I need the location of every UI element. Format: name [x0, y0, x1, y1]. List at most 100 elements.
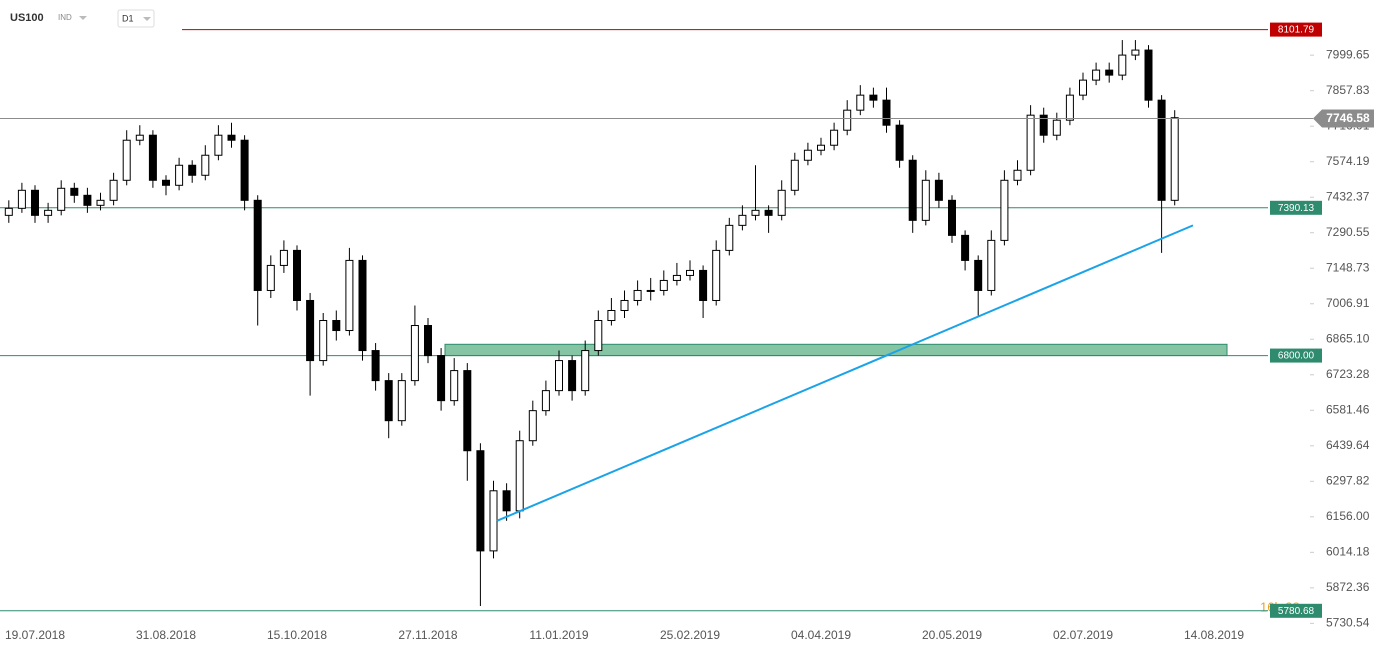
candle-body	[764, 209, 773, 216]
candle-body	[1118, 54, 1127, 76]
y-tick-label: 6723.28	[1326, 367, 1370, 381]
candle-body	[568, 360, 577, 392]
level-label: 8101.79	[1278, 25, 1315, 36]
y-tick-label: 7006.91	[1326, 296, 1370, 310]
candle-body	[358, 259, 367, 352]
y-tick-label: 6156.00	[1326, 509, 1370, 523]
candle-body	[672, 274, 681, 281]
x-tick-label: 11.01.2019	[529, 628, 588, 642]
candle-body	[201, 154, 210, 176]
y-tick-label: 6014.18	[1326, 545, 1370, 559]
level-label-box	[1270, 200, 1322, 215]
candle-body	[790, 159, 799, 191]
candle-body	[541, 390, 550, 412]
candle-body	[175, 164, 184, 186]
candle-body	[240, 139, 249, 201]
candle-body	[659, 279, 668, 291]
candle-body	[961, 234, 970, 261]
level-label: 5780.68	[1278, 606, 1315, 617]
candle-body	[1000, 179, 1009, 241]
x-tick-label: 19.07.2018	[5, 628, 65, 642]
candle-body	[751, 209, 760, 216]
candle-body	[528, 410, 537, 442]
level-label: 6800.00	[1278, 351, 1315, 362]
candle-body	[476, 450, 485, 552]
candle-body	[70, 187, 79, 196]
candle-body	[1105, 69, 1114, 76]
candle-body	[830, 129, 839, 146]
candle-body	[882, 99, 891, 126]
level-label-box	[1270, 22, 1322, 37]
candle-body	[293, 249, 301, 301]
candle-body	[44, 209, 53, 216]
candle-body	[31, 189, 39, 216]
candle-body	[699, 269, 708, 301]
y-tick-label: 6581.46	[1326, 402, 1370, 416]
candle-body	[725, 224, 734, 251]
level-label-box	[1270, 348, 1322, 363]
support-zone	[444, 343, 1228, 357]
y-tick-label: 5730.54	[1326, 616, 1370, 630]
y-tick-label: 7432.37	[1326, 189, 1370, 203]
candle-body	[397, 380, 406, 422]
candle-body	[371, 350, 380, 382]
x-tick-label: 15.10.2018	[267, 628, 327, 642]
candle-body	[869, 94, 878, 101]
candle-body	[463, 370, 472, 452]
y-tick-label: 7999.65	[1326, 47, 1370, 61]
candle-body	[1013, 169, 1022, 181]
candle-body	[227, 134, 236, 141]
candle-body	[306, 299, 315, 362]
candle-body	[345, 259, 354, 332]
candle-body	[253, 199, 262, 291]
candle-body	[162, 179, 170, 186]
x-tick-label: 20.05.2019	[922, 628, 982, 642]
candle-body	[83, 194, 92, 206]
candle-body	[1079, 79, 1087, 96]
symbol: US100	[10, 12, 44, 24]
level-label: 7390.13	[1278, 203, 1315, 214]
candle-body	[424, 325, 432, 357]
dropdown-arrow[interactable]	[143, 17, 151, 21]
y-tick-label: 7574.19	[1326, 154, 1370, 168]
candle-body	[1144, 49, 1153, 101]
candle-body	[489, 490, 498, 552]
y-tick-label: 7857.83	[1326, 83, 1370, 97]
timeframe-select[interactable]	[117, 9, 155, 28]
y-tick-label: 6865.10	[1326, 331, 1370, 345]
x-tick-label: 25.02.2019	[660, 628, 720, 642]
candle-body	[319, 320, 328, 362]
candle-body	[1157, 99, 1166, 201]
candle-body	[1039, 114, 1048, 136]
candle-body	[974, 259, 983, 291]
x-tick-label: 02.07.2019	[1053, 628, 1113, 642]
candle-body	[1131, 49, 1140, 56]
current-price-label: 7746.58	[1326, 111, 1370, 125]
candle-body	[712, 249, 721, 301]
candle-body	[122, 139, 131, 181]
candle-body	[437, 355, 446, 402]
candle-body	[987, 239, 996, 291]
y-tick-label: 7148.73	[1326, 260, 1370, 274]
candle-body	[620, 299, 629, 311]
candle-body	[96, 199, 105, 206]
y-tick-label: 5872.36	[1326, 580, 1370, 594]
candle-body	[502, 490, 511, 512]
candle-body	[555, 360, 563, 392]
candle-body	[646, 289, 655, 292]
x-tick-label: 27.11.2018	[398, 628, 457, 642]
candle-body	[214, 134, 223, 156]
dropdown-arrow[interactable]	[79, 16, 87, 20]
candle-body	[17, 189, 26, 209]
y-tick-label: 6439.64	[1326, 438, 1370, 452]
candle-body	[594, 320, 603, 352]
candle-body	[1092, 69, 1101, 81]
y-tick-label: 6297.82	[1326, 473, 1370, 487]
candle-body	[1026, 114, 1035, 171]
level-label-box	[1270, 603, 1322, 618]
candle-body	[266, 264, 275, 291]
candle-body	[1065, 94, 1074, 121]
candle-body	[581, 350, 590, 392]
candle-body	[948, 199, 956, 236]
